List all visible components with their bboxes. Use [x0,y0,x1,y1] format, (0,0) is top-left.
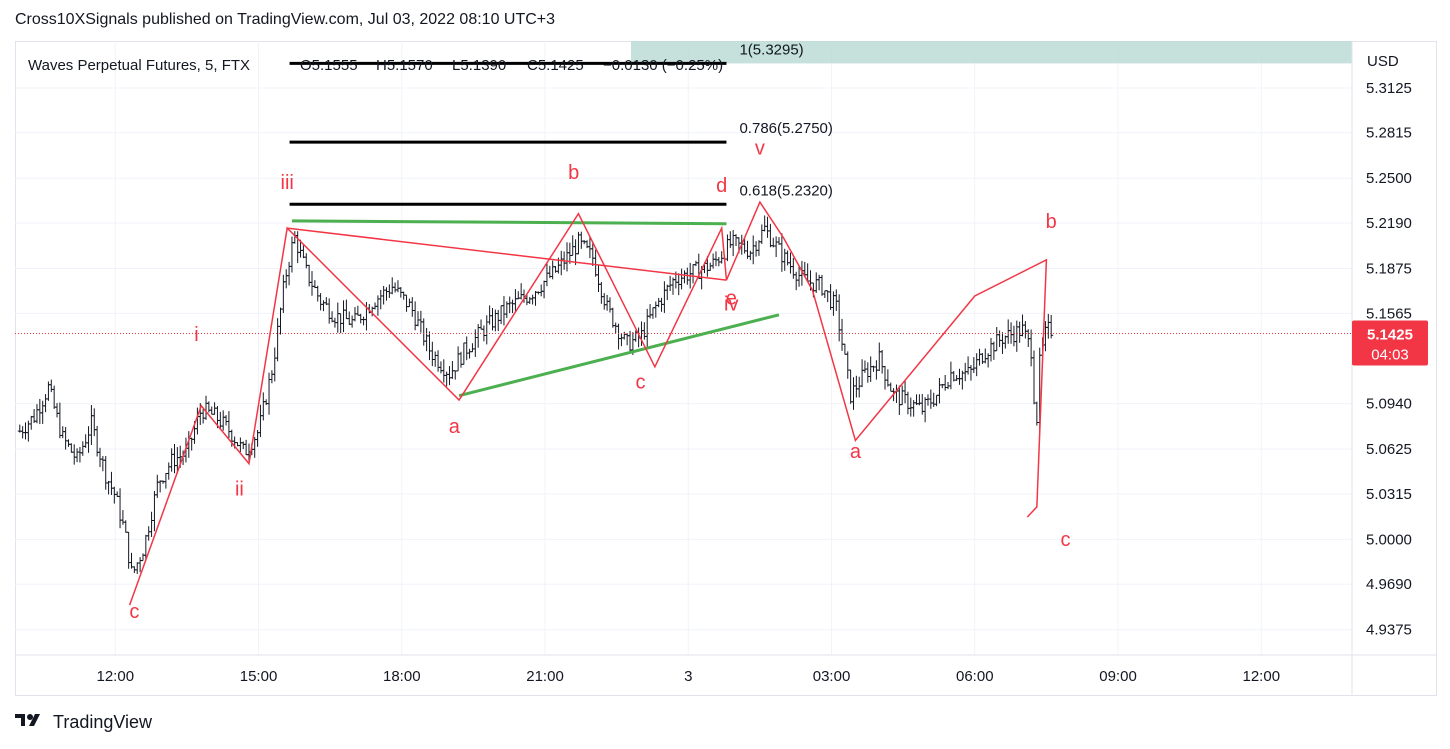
wave-label: a [850,441,862,463]
x-tick-label: 06:00 [956,668,994,685]
wave-label: d [716,175,727,197]
currency-label: USD [1367,53,1399,70]
wave-label: i [194,324,198,346]
y-tick-label: 5.2190 [1366,215,1412,232]
current-price-value: 5.1425 [1367,327,1413,344]
wave-label: b [1046,211,1057,233]
wave-label: e [726,288,737,310]
wave-label: c [636,371,646,393]
y-tick-label: 5.0315 [1366,486,1412,503]
fib-level-label: 0.618(5.2320) [739,182,832,199]
fib-level-label: 1(5.3295) [739,41,803,58]
wave-label: b [568,162,579,184]
y-tick-label: 5.1875 [1366,261,1412,278]
trendline [291,219,727,226]
legend-high: H5.1570 [376,57,433,74]
legend-open: O5.1555 [300,57,358,74]
x-tick-label: 3 [684,668,692,685]
y-tick-label: 4.9690 [1366,576,1412,593]
tradingview-logo-icon [15,712,45,733]
wave-label: ii [235,478,244,500]
fib-level-label: 0.786(5.2750) [739,120,832,137]
y-tick-label: 5.1565 [1366,305,1412,322]
legend-close: C5.1425 [527,57,584,74]
x-tick-label: 12:00 [1243,668,1281,685]
wave-label: a [449,416,461,438]
x-tick-label: 18:00 [383,668,421,685]
bar-countdown: 04:03 [1371,347,1409,364]
x-tick-label: 12:00 [97,668,135,685]
wave-label: v [755,137,765,159]
legend-change: −0.0130 (−0.25%) [603,57,723,74]
legend-low: L5.1390 [452,57,506,74]
y-tick-label: 4.9375 [1366,622,1412,639]
tradingview-logo[interactable]: TradingView [15,712,152,733]
current-price-badge [1352,320,1428,366]
publish-line: Cross10XSignals published on TradingView… [15,11,556,28]
wave-triangle-side [287,227,727,281]
wave-label: c [129,601,139,623]
fib-extension-zone [630,41,1352,64]
wave-label: c [1061,529,1071,551]
y-tick-label: 5.0000 [1366,531,1412,548]
y-tick-label: 5.0625 [1366,441,1412,458]
x-tick-label: 03:00 [813,668,851,685]
tradingview-brand: TradingView [53,712,153,732]
legend-symbol: Waves Perpetual Futures, 5, FTX [28,57,250,74]
wave-label: iv [724,293,738,315]
x-tick-label: 21:00 [526,668,564,685]
wave-label: iii [281,172,294,194]
y-tick-label: 5.2500 [1366,170,1412,187]
x-tick-label: 09:00 [1099,668,1137,685]
y-tick-label: 5.0940 [1366,396,1412,413]
y-tick-label: 5.2815 [1366,125,1412,142]
x-tick-label: 15:00 [240,668,278,685]
y-tick-label: 5.3125 [1366,80,1412,97]
trendline [458,313,780,398]
